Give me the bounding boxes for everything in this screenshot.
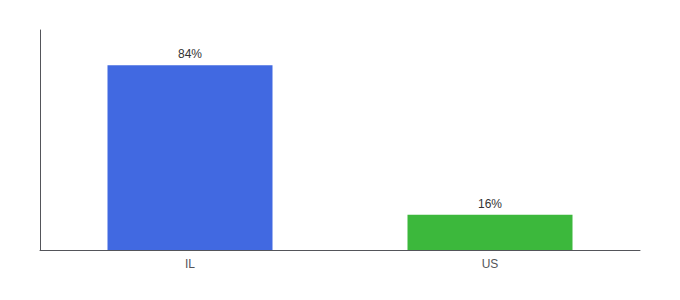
svg-text:US: US bbox=[482, 257, 499, 271]
svg-text:84%: 84% bbox=[178, 47, 202, 61]
svg-text:16%: 16% bbox=[478, 197, 502, 211]
svg-text:IL: IL bbox=[185, 257, 195, 271]
